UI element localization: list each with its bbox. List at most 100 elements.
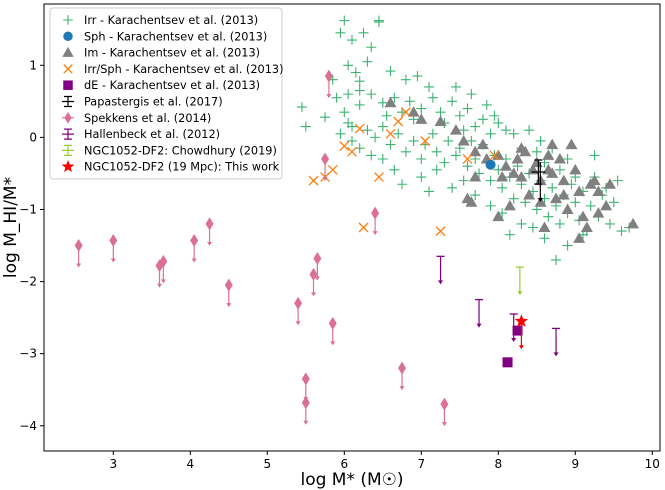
- data-point: [366, 89, 377, 100]
- data-point: [320, 112, 331, 123]
- legend-item: Im - Karachentsev et al. (2013): [62, 47, 260, 60]
- data-point: [440, 397, 449, 411]
- data-point: [420, 136, 431, 146]
- x-tick-label: 4: [186, 457, 194, 471]
- data-point: [370, 132, 381, 143]
- data-point: [534, 196, 547, 207]
- data-point: [385, 66, 396, 77]
- data-point: [592, 185, 605, 196]
- data-point: [508, 128, 519, 139]
- legend-item: dE - Karachentsev et al. (2013): [63, 79, 260, 92]
- data-point: [424, 186, 434, 197]
- series-2: [384, 96, 640, 243]
- upper-limit-arrow: [518, 321, 524, 350]
- legend-label: Irr/Sph - Karachentsev et al. (2013): [84, 63, 284, 76]
- data-point: [416, 172, 427, 183]
- x-axis-label: log M* (M☉): [300, 470, 403, 490]
- plot-area-frame: [43, 3, 661, 452]
- data-point: [458, 125, 469, 136]
- data-point: [569, 163, 582, 175]
- series-9: [514, 314, 529, 350]
- y-tick-label: 1: [29, 58, 37, 72]
- legend-label: Papastergis et al. (2017): [84, 96, 223, 109]
- data-point: [523, 189, 536, 200]
- legend-marker: [62, 144, 74, 156]
- data-point: [514, 314, 529, 327]
- data-point: [296, 102, 307, 113]
- data-point: [412, 71, 423, 82]
- y-tick-label: −1: [19, 202, 37, 216]
- data-point: [400, 74, 411, 85]
- data-point: [600, 199, 613, 211]
- legend-label: NGC1052-DF2 (19 Mpc): This work: [84, 161, 280, 174]
- data-point: [546, 138, 559, 150]
- data-point: [301, 372, 310, 386]
- data-point: [561, 203, 574, 214]
- data-point: [454, 110, 465, 121]
- data-point: [354, 123, 365, 134]
- x-tick-label: 10: [645, 457, 660, 471]
- legend-frame: [49, 7, 283, 180]
- data-point: [324, 69, 333, 83]
- data-point: [542, 163, 555, 175]
- data-point: [492, 210, 505, 222]
- upper-limit-arrow: [438, 256, 444, 285]
- data-point: [570, 197, 581, 208]
- data-point: [205, 217, 214, 231]
- legend-label: NGC1052-DF2: Chowdhury (2019): [84, 144, 277, 157]
- data-point: [354, 85, 365, 96]
- data-point: [485, 128, 496, 139]
- data-point: [489, 150, 500, 161]
- legend-label: Hallenbeck et al. (2012): [84, 128, 220, 141]
- series-4: [502, 325, 523, 368]
- data-point: [416, 154, 427, 165]
- data-point: [308, 175, 319, 186]
- data-point: [450, 150, 461, 161]
- data-point: [476, 138, 489, 150]
- data-point: [477, 114, 488, 125]
- data-point: [431, 164, 442, 175]
- data-point: [366, 42, 377, 53]
- legend-marker: [63, 64, 73, 74]
- series-8: [515, 266, 524, 296]
- y-axis-label: log M_HI/M*: [1, 177, 21, 278]
- data-point: [554, 164, 565, 175]
- legend-item: NGC1052-DF2 (19 Mpc): This work: [61, 160, 280, 174]
- data-point: [343, 60, 354, 71]
- data-point: [381, 110, 392, 121]
- data-point: [530, 156, 543, 168]
- x-tick-label: 5: [263, 457, 271, 471]
- data-point: [339, 141, 350, 151]
- legend-marker: [63, 15, 73, 25]
- legend-label: Sph - Karachentsev et al. (2013): [84, 30, 267, 43]
- legend-item: Hallenbeck et al. (2012): [62, 128, 220, 141]
- data-point: [358, 222, 369, 233]
- data-point: [504, 229, 515, 240]
- data-point: [489, 110, 500, 121]
- data-point: [580, 221, 593, 232]
- legend-item: Sph - Karachentsev et al. (2013): [63, 30, 267, 43]
- legend-item: Papastergis et al. (2017): [62, 96, 223, 109]
- data-point: [511, 153, 524, 164]
- data-point: [190, 233, 199, 247]
- data-point: [373, 172, 384, 182]
- y-tick-label: −2: [19, 275, 37, 289]
- data-point: [508, 193, 519, 204]
- legend-marker: [62, 46, 74, 57]
- data-point: [516, 218, 527, 229]
- data-point: [385, 139, 396, 150]
- data-point: [300, 121, 311, 132]
- legend-label: dE - Karachentsev et al. (2013): [84, 79, 260, 92]
- data-point: [74, 239, 83, 253]
- data-point: [434, 115, 447, 127]
- data-point: [550, 192, 563, 204]
- data-point: [400, 107, 411, 118]
- data-point: [435, 107, 446, 118]
- data-point: [485, 159, 496, 170]
- axis-ticks: 3 4 5 6 7 8 9 10 −4 −3 −2 −1 0 1: [19, 58, 660, 471]
- data-point: [407, 106, 420, 117]
- data-point: [389, 164, 400, 175]
- data-point: [462, 161, 473, 172]
- data-point: [485, 175, 496, 186]
